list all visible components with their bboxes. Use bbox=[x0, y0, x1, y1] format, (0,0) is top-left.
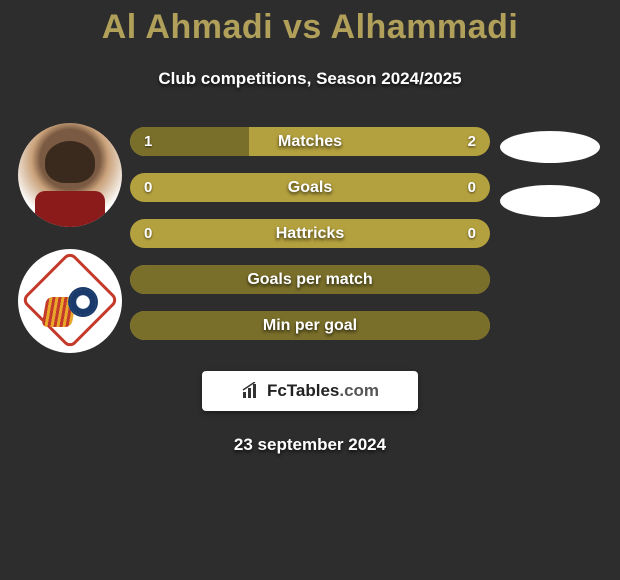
subtitle: Club competitions, Season 2024/2025 bbox=[0, 69, 620, 89]
stat-right-value: 0 bbox=[468, 179, 476, 196]
main-row: 1 Matches 2 0 Goals 0 0 Hattricks 0 Goal… bbox=[0, 123, 620, 353]
team2-badge-placeholder bbox=[500, 185, 600, 217]
right-column bbox=[490, 131, 610, 217]
stat-label: Hattricks bbox=[130, 225, 490, 243]
stat-bar-matches: 1 Matches 2 bbox=[130, 127, 490, 156]
stat-bar-goals: 0 Goals 0 bbox=[130, 173, 490, 202]
stat-label: Matches bbox=[130, 133, 490, 151]
left-column bbox=[10, 123, 130, 353]
player2-avatar-placeholder bbox=[500, 131, 600, 163]
date-label: 23 september 2024 bbox=[0, 435, 620, 455]
stat-right-value: 0 bbox=[468, 225, 476, 242]
stats-column: 1 Matches 2 0 Goals 0 0 Hattricks 0 Goal… bbox=[130, 127, 490, 340]
stat-label: Min per goal bbox=[130, 317, 490, 335]
comparison-card: Al Ahmadi vs Alhammadi Club competitions… bbox=[0, 0, 620, 455]
stat-label: Goals per match bbox=[130, 271, 490, 289]
page-title: Al Ahmadi vs Alhammadi bbox=[0, 8, 620, 47]
bar-chart-icon bbox=[241, 382, 263, 400]
team-badge bbox=[18, 249, 122, 353]
player1-avatar bbox=[18, 123, 122, 227]
stat-bar-hattricks: 0 Hattricks 0 bbox=[130, 219, 490, 248]
badge-ball-icon bbox=[68, 287, 98, 317]
brand-name: FcTables bbox=[267, 381, 339, 400]
brand-domain: .com bbox=[339, 381, 379, 400]
stat-bar-gpm: Goals per match bbox=[130, 265, 490, 294]
stat-right-value: 2 bbox=[468, 133, 476, 150]
brand-text: FcTables.com bbox=[267, 381, 379, 401]
stat-label: Goals bbox=[130, 179, 490, 197]
brand-box[interactable]: FcTables.com bbox=[202, 371, 418, 411]
stat-bar-mpg: Min per goal bbox=[130, 311, 490, 340]
